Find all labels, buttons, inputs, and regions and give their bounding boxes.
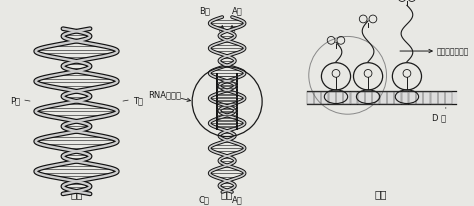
Text: A链: A链 xyxy=(232,194,243,203)
Bar xyxy=(314,92,321,104)
Bar xyxy=(358,92,365,104)
Text: 核糖体移动方向: 核糖体移动方向 xyxy=(437,47,469,56)
Text: RNA聚合酶: RNA聚合酶 xyxy=(148,90,182,99)
Bar xyxy=(409,92,416,104)
Text: T链: T链 xyxy=(133,96,143,105)
Text: B链: B链 xyxy=(199,6,210,15)
Text: C链: C链 xyxy=(199,194,210,203)
Bar xyxy=(365,92,372,104)
Bar xyxy=(351,92,357,104)
Text: P链: P链 xyxy=(10,96,20,105)
Bar xyxy=(416,92,423,104)
Bar xyxy=(328,92,336,104)
Bar xyxy=(307,92,314,104)
Bar xyxy=(431,92,438,104)
Text: 图三: 图三 xyxy=(375,188,387,198)
Bar xyxy=(438,92,445,104)
Bar xyxy=(373,92,379,104)
Bar xyxy=(380,92,386,104)
Bar xyxy=(446,92,452,104)
Bar xyxy=(423,92,430,104)
Text: 图二: 图二 xyxy=(221,188,233,198)
Bar xyxy=(394,92,401,104)
Bar xyxy=(387,92,394,104)
Text: D 链: D 链 xyxy=(432,113,446,122)
Bar xyxy=(321,92,328,104)
Bar xyxy=(336,92,343,104)
Text: 图一: 图一 xyxy=(70,188,83,198)
Text: A链: A链 xyxy=(232,6,243,15)
Bar xyxy=(401,92,409,104)
Bar xyxy=(343,92,350,104)
